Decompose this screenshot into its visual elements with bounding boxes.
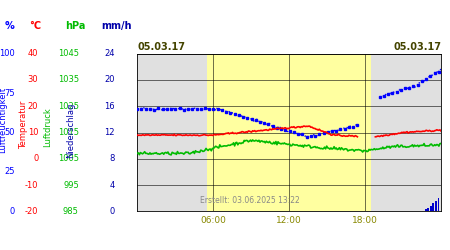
- Text: 8: 8: [109, 154, 115, 163]
- Text: 20: 20: [104, 76, 115, 84]
- Text: 1045: 1045: [58, 49, 79, 58]
- Text: 1035: 1035: [58, 76, 79, 84]
- Bar: [430, 206, 432, 211]
- Text: °C: °C: [29, 21, 41, 31]
- Text: Temperatur: Temperatur: [19, 101, 28, 149]
- Text: 0: 0: [9, 207, 15, 216]
- Text: 100: 100: [0, 49, 15, 58]
- Text: 75: 75: [4, 88, 15, 98]
- Bar: [432, 204, 434, 211]
- Text: Erstellt: 03.06.2025 13:22: Erstellt: 03.06.2025 13:22: [200, 196, 300, 205]
- Text: 50: 50: [4, 128, 15, 137]
- Text: 16: 16: [104, 102, 115, 111]
- Text: -10: -10: [25, 180, 38, 190]
- Text: 985: 985: [63, 207, 79, 216]
- Bar: [437, 198, 439, 211]
- Text: 0: 0: [109, 207, 115, 216]
- Text: 24: 24: [104, 49, 115, 58]
- Text: 25: 25: [4, 168, 15, 176]
- Bar: [425, 209, 427, 211]
- Text: 10: 10: [28, 128, 38, 137]
- Text: 995: 995: [63, 180, 79, 190]
- Text: 0: 0: [33, 154, 38, 163]
- Text: 1015: 1015: [58, 128, 79, 137]
- Text: %: %: [4, 21, 14, 31]
- Text: hPa: hPa: [65, 21, 86, 31]
- Text: 40: 40: [28, 49, 38, 58]
- Text: 1025: 1025: [58, 102, 79, 111]
- Bar: [435, 202, 437, 211]
- Text: 4: 4: [109, 180, 115, 190]
- Text: mm/h: mm/h: [101, 21, 132, 31]
- Text: -20: -20: [25, 207, 38, 216]
- Text: Luftdruck: Luftdruck: [43, 108, 52, 147]
- Text: Luftfeuchtigkeit: Luftfeuchtigkeit: [0, 87, 7, 153]
- Bar: [428, 208, 429, 211]
- Text: 12: 12: [104, 128, 115, 137]
- Bar: [207, 54, 371, 211]
- Text: Niederschlag: Niederschlag: [67, 102, 76, 158]
- Text: 1005: 1005: [58, 154, 79, 163]
- Text: 20: 20: [28, 102, 38, 111]
- Text: 30: 30: [27, 76, 38, 84]
- Text: 05.03.17: 05.03.17: [393, 42, 441, 52]
- Text: 05.03.17: 05.03.17: [137, 42, 185, 52]
